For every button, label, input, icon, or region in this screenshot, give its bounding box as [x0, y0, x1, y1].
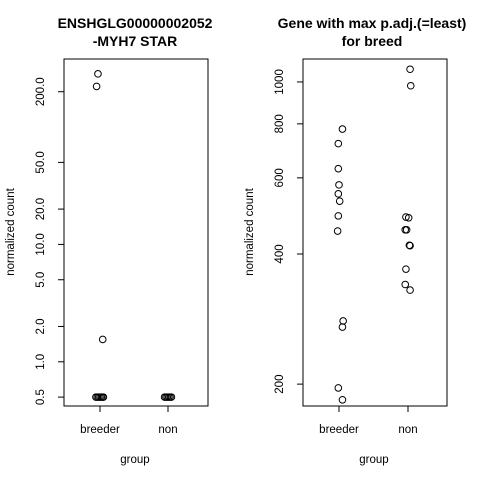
data-point — [334, 384, 343, 392]
data-point — [402, 265, 410, 273]
x-axis-label: group — [359, 454, 388, 466]
y-tick-label: 200 — [274, 375, 286, 394]
data-point — [338, 395, 347, 404]
y-tick-label: 1000 — [274, 69, 286, 95]
y-axis: 200 400 600 800 1000 — [274, 69, 303, 394]
data-point — [404, 214, 413, 222]
y-tick-label: 10.0 — [35, 233, 47, 255]
y-axis-label: normalized count — [5, 187, 17, 275]
y-tick-label: 20.0 — [35, 198, 47, 220]
data-point — [401, 280, 410, 289]
chart-title-line-2: for breed — [342, 33, 403, 49]
y-tick-label: 800 — [274, 114, 286, 133]
data-points — [333, 65, 415, 404]
y-tick-label: 2.0 — [35, 318, 47, 334]
chart-title-line-1: ENSHGLG00000002052 — [58, 15, 213, 31]
x-tick-label: breeder — [319, 424, 359, 436]
y-tick-label: 5.0 — [35, 272, 47, 288]
data-point — [334, 139, 343, 148]
data-point — [406, 81, 415, 90]
y-tick-label: 200.0 — [35, 77, 47, 106]
x-axis: breeder non — [319, 406, 418, 436]
x-axis-label: group — [120, 454, 149, 466]
y-tick-label: 1.0 — [35, 354, 47, 370]
x-tick-label: breeder — [80, 424, 120, 436]
data-point — [338, 323, 347, 331]
plot-frame — [63, 58, 209, 407]
data-point — [94, 70, 102, 78]
x-tick-label: non — [158, 424, 177, 436]
data-point — [338, 125, 347, 133]
data-point — [98, 335, 107, 344]
x-axis: breeder non — [80, 406, 178, 436]
data-point — [334, 190, 343, 198]
y-tick-label: 600 — [274, 168, 286, 187]
y-tick-label: 0.5 — [35, 389, 47, 405]
data-point — [406, 65, 414, 74]
data-point — [339, 317, 347, 325]
data-point — [402, 225, 411, 234]
chart-title-line-2: -MYH7 STAR — [93, 33, 178, 49]
y-tick-label: 400 — [274, 244, 286, 263]
y-axis-label: normalized count — [244, 187, 256, 275]
data-point — [334, 212, 343, 220]
y-tick-label: 50.0 — [35, 151, 47, 173]
data-point — [333, 227, 342, 235]
y-axis: 0.5 1.0 2.0 5.0 10.0 20.0 50.0 200.0 — [35, 77, 64, 405]
data-point — [406, 241, 414, 250]
chart-title-line-1: Gene with max p.adj.(=least) — [278, 15, 467, 31]
panel-right: Gene with max p.adj.(=least) for breed g… — [244, 15, 466, 466]
x-tick-label: non — [398, 424, 417, 436]
data-point — [99, 393, 108, 401]
data-points — [92, 70, 176, 401]
data-point — [92, 82, 101, 91]
data-point — [167, 393, 176, 401]
data-point — [335, 197, 344, 205]
panel-left: ENSHGLG00000002052 -MYH7 STAR group norm… — [5, 15, 213, 466]
data-point — [335, 181, 343, 189]
data-point — [334, 164, 343, 173]
plot-frame — [302, 58, 448, 407]
data-point — [406, 286, 414, 294]
